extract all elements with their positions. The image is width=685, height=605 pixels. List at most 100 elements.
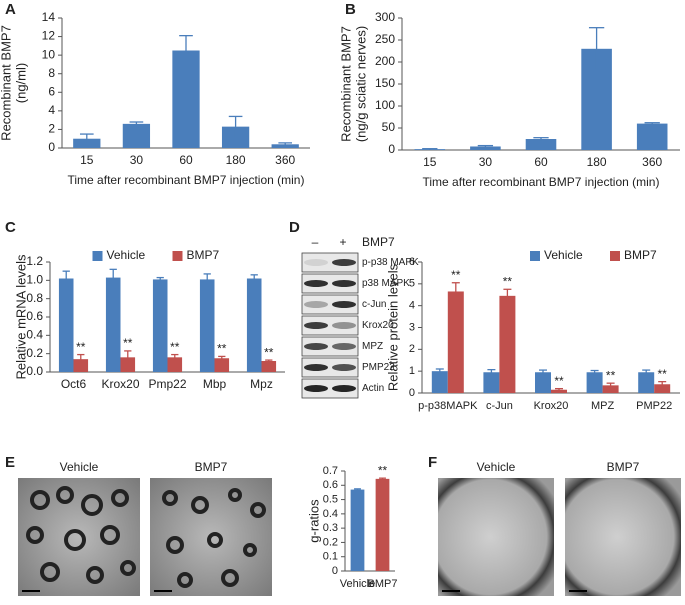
- x-tick-label: 180: [587, 155, 607, 169]
- blot-band: [304, 343, 328, 350]
- blot-band: [332, 343, 356, 350]
- legend-swatch: [92, 251, 103, 261]
- x-tick-label: Vehicle: [340, 578, 375, 590]
- blot-band: [332, 385, 356, 392]
- x-tick-label: Oct6: [61, 377, 87, 391]
- x-tick-label: 15: [423, 155, 437, 169]
- blot-row-label: Krox20: [362, 320, 394, 331]
- y-tick-label: 0.6: [323, 479, 338, 491]
- y-tick-label: 150: [375, 76, 395, 90]
- bar: [167, 357, 183, 372]
- bar: [375, 478, 390, 571]
- bar: [122, 123, 151, 148]
- blot-lane: [301, 336, 359, 357]
- y-tick-label: 0.0: [26, 364, 43, 378]
- bar: [431, 371, 448, 393]
- significance: **: [264, 345, 274, 359]
- y-tick-label: 5: [409, 278, 415, 290]
- x-tick-label: Mbp: [203, 377, 227, 391]
- significance: **: [451, 268, 461, 282]
- y-tick-label: 0.2: [323, 536, 338, 548]
- legend-label: Vehicle: [544, 248, 583, 262]
- x-tick-label: 60: [179, 153, 193, 167]
- y-tick-label: 300: [375, 10, 395, 24]
- y-tick-label: 0.8: [26, 291, 43, 305]
- legend-swatch: [172, 251, 183, 261]
- significance: **: [217, 342, 227, 356]
- blot-band: [304, 259, 328, 266]
- y-tick-label: 1.2: [26, 254, 43, 268]
- significance: **: [378, 463, 388, 477]
- y-tick-label: 12: [42, 29, 56, 43]
- blot-row-label: MPZ: [362, 341, 383, 352]
- blot-band: [304, 364, 328, 371]
- bar: [636, 123, 668, 150]
- bar: [447, 291, 464, 393]
- micrograph: [565, 478, 681, 596]
- image-title: BMP7: [607, 460, 640, 474]
- x-tick-label: 60: [534, 155, 548, 169]
- bar: [152, 279, 168, 372]
- blot-row-label: p-p38 MAPK: [362, 257, 419, 268]
- x-tick-label: 30: [130, 153, 144, 167]
- y-tick-label: 4: [48, 103, 55, 117]
- bar: [602, 385, 619, 393]
- y-tick-label: 0: [388, 142, 395, 156]
- bar: [350, 489, 365, 571]
- x-tick-label: MPZ: [591, 400, 615, 412]
- y-axis-label: Relative mRNA levels: [13, 254, 28, 379]
- blot-lane: [301, 315, 359, 336]
- bar: [654, 384, 671, 393]
- x-tick-label: 360: [275, 153, 295, 167]
- bar: [499, 295, 516, 393]
- y-tick-label: 0: [332, 565, 338, 577]
- image-title: Vehicle: [477, 460, 516, 474]
- y-axis-label: Relative protein levels: [385, 263, 400, 391]
- significance: **: [554, 374, 564, 388]
- x-tick-label: c-Jun: [486, 400, 513, 412]
- blot-treatment: BMP7: [362, 235, 395, 249]
- y-tick-label: 250: [375, 32, 395, 46]
- y-tick-label: 6: [409, 256, 415, 268]
- y-tick-label: 2: [48, 122, 55, 136]
- y-tick-label: 0.4: [26, 328, 43, 342]
- y-axis-label: (ng/ml): [13, 63, 28, 103]
- legend-swatch: [610, 251, 620, 261]
- bar: [535, 372, 551, 393]
- blot-lane: [301, 357, 359, 378]
- legend-label: Vehicle: [107, 248, 146, 262]
- bar: [172, 50, 200, 148]
- bar: [271, 144, 299, 148]
- panel-letter: A: [5, 1, 16, 18]
- blot-band: [304, 385, 328, 392]
- bar: [58, 278, 74, 372]
- x-tick-label: 360: [642, 155, 662, 169]
- bar: [199, 279, 215, 372]
- bar: [120, 357, 136, 372]
- y-tick-label: 0.6: [26, 309, 43, 323]
- micrograph: [438, 478, 554, 596]
- y-tick-label: 14: [42, 10, 56, 24]
- x-tick-label: 15: [80, 153, 94, 167]
- y-tick-label: 0: [48, 140, 55, 154]
- blot-band: [332, 280, 356, 287]
- blot-minus: –: [312, 235, 319, 249]
- bar: [638, 372, 655, 393]
- legend-label: BMP7: [187, 248, 220, 262]
- panel-letter: D: [289, 219, 300, 236]
- y-axis-label: Recombinant BMP7: [0, 25, 13, 141]
- panel-letter: B: [345, 1, 356, 18]
- y-axis-label: (ng/g sciatic nerves): [353, 26, 368, 142]
- y-axis-label: g-ratios: [306, 499, 321, 543]
- bar: [551, 389, 567, 393]
- micrograph: [18, 478, 140, 596]
- y-tick-label: 0.2: [26, 346, 43, 360]
- western-blot: [301, 252, 359, 399]
- bar: [214, 358, 230, 372]
- x-tick-label: PMP22: [636, 400, 672, 412]
- axon-pattern: [26, 486, 266, 588]
- y-tick-label: 4: [409, 300, 415, 312]
- y-tick-label: 8: [48, 66, 55, 80]
- blot-lane: [301, 273, 359, 294]
- x-axis-label: Time after recombinant BMP7 injection (m…: [423, 175, 660, 189]
